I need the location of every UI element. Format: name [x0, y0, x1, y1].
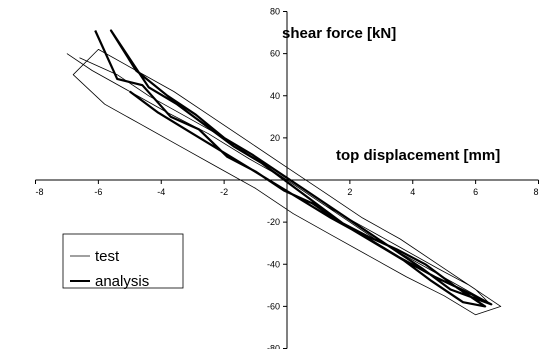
legend-label-test: test: [95, 248, 120, 265]
y-tick-label: -20: [267, 217, 280, 227]
legend-label-analysis: analysis: [95, 273, 149, 290]
legend: test analysis: [62, 233, 184, 290]
series-analysis: [94, 29, 493, 308]
y-tick-label: -60: [267, 301, 280, 311]
y-tick-label: 80: [270, 7, 280, 17]
y-tick-label: 60: [270, 49, 280, 59]
legend-box: [62, 233, 184, 289]
x-tick-label: -4: [157, 187, 165, 197]
y-tick-label: -80: [267, 344, 280, 349]
axes: [35, 11, 539, 349]
x-tick-label: 4: [410, 187, 415, 197]
x-tick-label: -2: [220, 187, 228, 197]
series-test: [66, 49, 502, 316]
x-tick-label: 2: [347, 187, 352, 197]
y-tick-label: -40: [267, 259, 280, 269]
y-tick-label: 20: [270, 133, 280, 143]
x-tick-label: 8: [533, 187, 538, 197]
series-lines: [66, 29, 502, 316]
x-tick-label: 6: [473, 187, 478, 197]
x-tick-label: -8: [36, 187, 44, 197]
tick-labels: -8 -6 -4 -2 2 4 6 8 -80 -60 -40 -20 20 40 60 80: [36, 7, 539, 349]
y-tick-label: 40: [270, 91, 280, 101]
x-axis-title: top displacement [mm]: [336, 147, 500, 164]
x-tick-label: -6: [94, 187, 102, 197]
y-axis-title: shear force [kN]: [282, 25, 396, 42]
